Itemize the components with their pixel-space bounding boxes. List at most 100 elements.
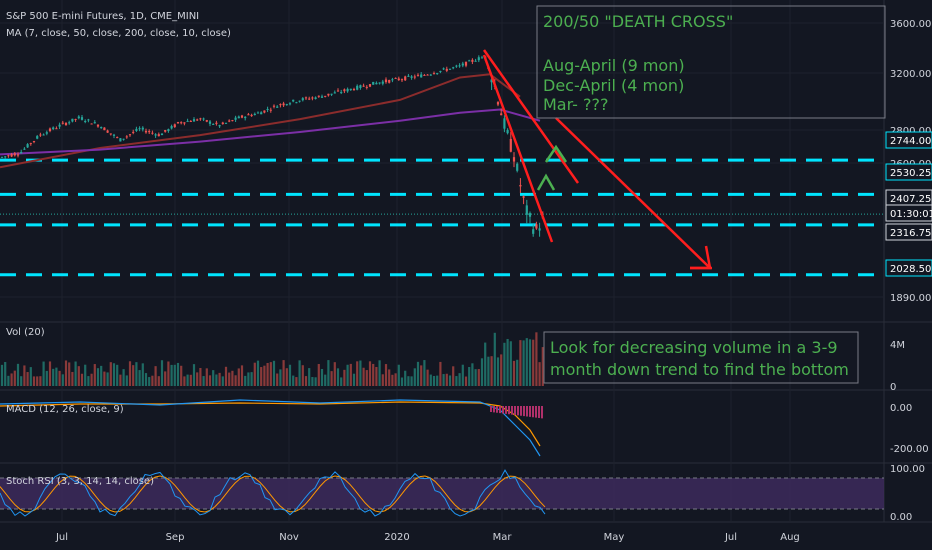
candle-body bbox=[407, 75, 410, 77]
volume-bar bbox=[512, 360, 516, 386]
macd-tick-label: -200.00 bbox=[890, 444, 929, 455]
time-tick-label: May bbox=[604, 532, 625, 543]
candle-body bbox=[240, 115, 244, 118]
volume-bar bbox=[404, 370, 407, 386]
volume-title[interactable]: Vol (20) bbox=[6, 327, 45, 338]
candle-body bbox=[183, 122, 186, 124]
death-cross-annotation[interactable]: 200/50 "DEATH CROSS" Aug-April (9 mon) D… bbox=[536, 5, 886, 119]
volume-bar bbox=[84, 364, 87, 386]
volume-bar bbox=[266, 362, 269, 386]
volume-bar bbox=[96, 368, 100, 386]
macd-histogram-bar bbox=[517, 406, 519, 416]
candle-body bbox=[423, 74, 426, 76]
death-cross-line-5: Mar- ??? bbox=[543, 95, 609, 114]
candle-body bbox=[525, 205, 528, 215]
time-axis[interactable]: Jul Sep Nov 2020 Mar May Jul Aug bbox=[55, 532, 800, 543]
ma-legend[interactable]: MA (7, close, 50, close, 200, close, 10,… bbox=[6, 28, 231, 39]
candle-body bbox=[314, 97, 317, 99]
candle-body bbox=[413, 76, 416, 78]
volume-bar bbox=[202, 376, 205, 386]
candle-body bbox=[522, 196, 525, 198]
candle-body bbox=[224, 122, 228, 124]
volume-bar bbox=[484, 342, 487, 386]
volume-bar bbox=[394, 373, 397, 386]
candle-body bbox=[500, 113, 503, 116]
volume-bar bbox=[80, 373, 84, 386]
candle-body bbox=[61, 122, 64, 124]
volume-bar bbox=[429, 374, 432, 386]
death-cross-line-4: Dec-April (4 mon) bbox=[543, 76, 684, 95]
candle-body bbox=[381, 81, 384, 84]
stoch-rsi-title[interactable]: Stoch RSI (3, 3, 14, 14, close) bbox=[6, 476, 154, 487]
volume-bar bbox=[487, 356, 490, 386]
candle-body bbox=[157, 134, 160, 137]
volume-bar bbox=[336, 368, 340, 386]
candle-body bbox=[346, 88, 349, 92]
volume-bar bbox=[106, 372, 109, 386]
macd-histogram-bar bbox=[541, 406, 543, 419]
candle-body bbox=[260, 112, 263, 115]
volume-bar bbox=[458, 373, 461, 386]
candle-body bbox=[301, 98, 304, 101]
time-tick-label: Nov bbox=[279, 532, 299, 543]
price-pane bbox=[0, 49, 884, 277]
volume-bar bbox=[228, 372, 231, 386]
candle-body bbox=[52, 127, 55, 130]
volume-bar bbox=[87, 376, 90, 386]
candle-body bbox=[436, 73, 439, 75]
macd-histogram-bar bbox=[514, 406, 516, 415]
candle-body bbox=[320, 96, 324, 98]
candle-body bbox=[45, 132, 48, 134]
volume-bar bbox=[410, 376, 413, 386]
candle-body bbox=[282, 103, 285, 106]
candle-body bbox=[13, 153, 16, 156]
candle-body bbox=[250, 114, 253, 117]
candle-body bbox=[103, 127, 106, 131]
candle-body bbox=[167, 129, 170, 132]
volume-bar bbox=[378, 360, 381, 386]
candle-body bbox=[247, 114, 250, 116]
volume-bar bbox=[208, 375, 212, 386]
volume-bar bbox=[352, 373, 356, 386]
volume-bar bbox=[448, 375, 452, 386]
price-tag-label: 2744.00 bbox=[890, 136, 931, 147]
candle-body bbox=[439, 70, 442, 72]
volume-bar bbox=[16, 363, 20, 386]
candle-body bbox=[68, 122, 71, 124]
volume-bar bbox=[276, 373, 279, 386]
candle-body bbox=[263, 110, 266, 113]
candle-body bbox=[474, 60, 477, 62]
candle-body bbox=[333, 92, 336, 94]
volume-bar bbox=[240, 365, 244, 386]
stoch-d-line bbox=[0, 475, 546, 513]
volume-bar bbox=[525, 338, 528, 386]
candle-body bbox=[352, 89, 356, 91]
price-axis[interactable]: 3600.003200.002800.002600.001890.002744.… bbox=[885, 19, 932, 523]
trend-projection-line[interactable] bbox=[555, 117, 711, 269]
candle-body bbox=[64, 122, 68, 126]
volume-bar bbox=[356, 361, 359, 386]
volume-bar bbox=[436, 375, 439, 386]
price-tag-label: 2530.25 bbox=[890, 168, 931, 179]
macd-histogram-bar bbox=[526, 406, 528, 417]
candle-body bbox=[16, 154, 20, 156]
candle-body bbox=[215, 122, 218, 124]
trend-line-1[interactable] bbox=[482, 49, 580, 184]
candle-body bbox=[29, 143, 32, 145]
volume-tick-label: 4M bbox=[890, 340, 905, 351]
symbol-title[interactable]: S&P 500 E-mini Futures, 1D, CME_MINI bbox=[6, 11, 199, 22]
volume-bar bbox=[381, 374, 384, 386]
time-tick-label: Mar bbox=[493, 532, 513, 543]
volume-annotation[interactable]: Look for decreasing volume in a 3-9 mont… bbox=[543, 331, 859, 384]
macd-title[interactable]: MACD (12, 26, close, 9) bbox=[6, 404, 124, 415]
ma-200-line bbox=[0, 108, 541, 156]
trend-line-2[interactable] bbox=[482, 54, 554, 243]
macd-line bbox=[0, 399, 541, 457]
volume-bar bbox=[100, 365, 103, 386]
volume-bar bbox=[391, 374, 394, 386]
volume-bar bbox=[314, 377, 317, 386]
volume-bar bbox=[132, 365, 135, 386]
volume-bar bbox=[39, 376, 42, 386]
candle-body bbox=[87, 119, 90, 121]
volume-bar bbox=[237, 368, 240, 386]
